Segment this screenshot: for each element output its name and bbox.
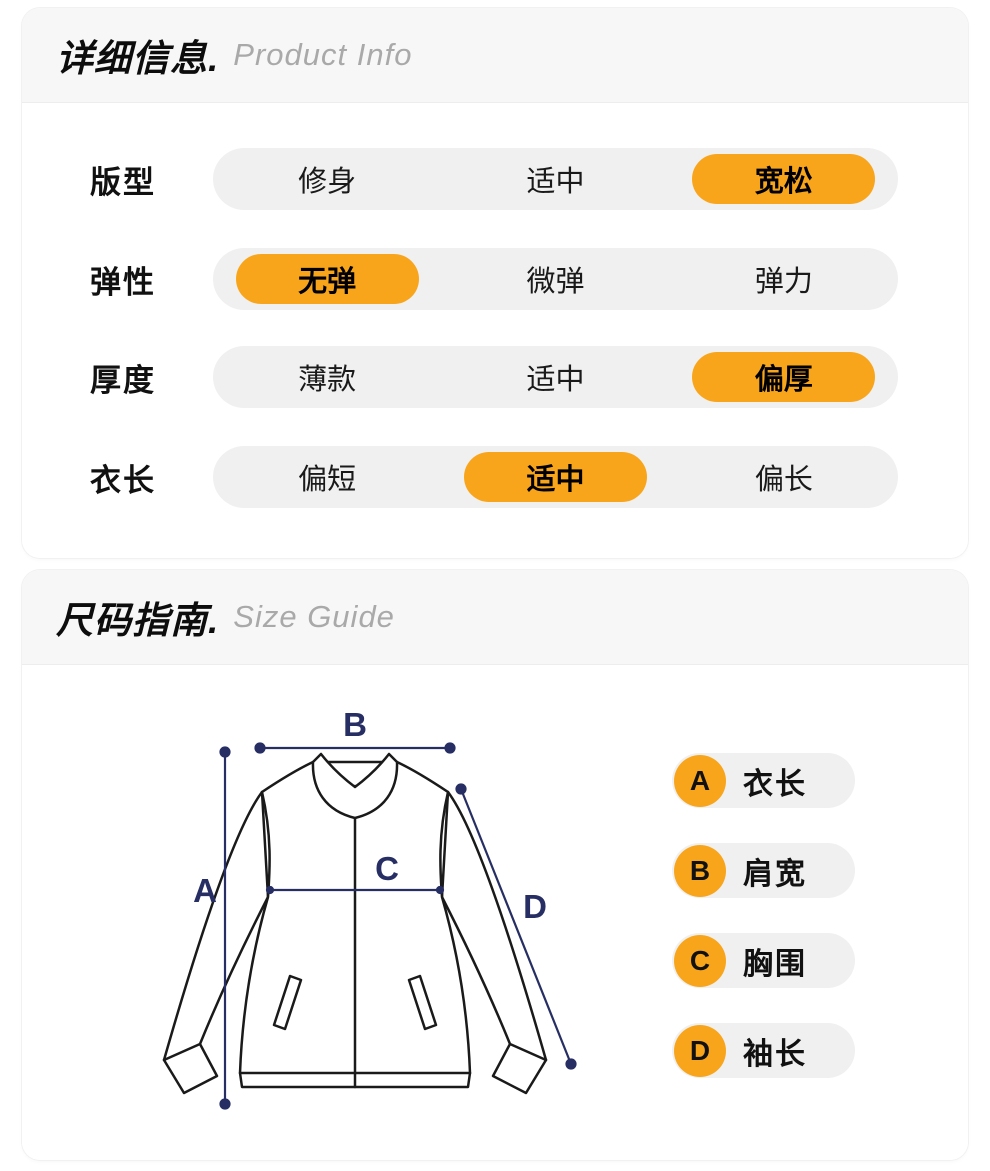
legend-item-c: C 胸围 — [672, 933, 855, 988]
measurement-letters: A B C D — [193, 706, 547, 925]
option: 修身 — [298, 166, 357, 198]
option-selected: 偏厚 — [670, 346, 898, 408]
option-selected: 宽松 — [670, 148, 898, 210]
attribute-row-3: 厚度 薄款 适中 偏厚 — [22, 346, 968, 408]
attribute-label: 弹性 — [90, 264, 156, 300]
jacket-measurement-diagram: A B C D — [150, 690, 620, 1110]
option: 适中 — [526, 166, 585, 198]
measurement-lines — [219, 742, 577, 1110]
product-info-card: 详细信息. Product Info 版型 修身 适中 宽松 弹性 无弹 微弹 弹力 厚度 薄款适… — [22, 8, 968, 558]
measure-label-b: B — [343, 706, 367, 743]
legend-key-badge: A — [674, 754, 726, 807]
attribute-label: 版型 — [90, 164, 156, 200]
legend-label: 衣长 — [743, 767, 807, 801]
option: 偏短 — [298, 464, 357, 496]
option-selected: 适中 — [441, 446, 669, 508]
option: 微弹 — [526, 266, 585, 298]
product-info-title-zh: 详细信息. — [56, 38, 220, 79]
legend-label: 肩宽 — [743, 857, 807, 891]
attribute-options-track: 修身 适中 宽松 — [213, 148, 898, 210]
option: 弹力 — [754, 266, 813, 298]
measure-label-c: C — [375, 850, 399, 887]
size-guide-card: 尺码指南. Size Guide — [22, 570, 968, 1160]
attribute-rows: 版型 修身 适中 宽松 弹性 无弹 微弹 弹力 厚度 薄款 适中 偏厚 衣长 偏短 适中 偏长 — [22, 103, 968, 558]
size-guide-title-en: Size Guide — [233, 599, 395, 634]
attribute-row-2: 弹性 无弹 微弹 弹力 — [22, 248, 968, 310]
attribute-row-4: 衣长 偏短 适中 偏长 — [22, 446, 968, 508]
option-selected: 无弹 — [213, 248, 441, 310]
attribute-row-1: 版型 修身 适中 宽松 — [22, 148, 968, 210]
attribute-options-track: 偏短 适中 偏长 — [213, 446, 898, 508]
product-info-title-en: Product Info — [233, 37, 413, 72]
jacket-outline — [162, 752, 548, 1095]
jacket-diagram-svg: A B C D — [162, 706, 577, 1110]
product-info-header: 详细信息. Product Info — [22, 8, 968, 103]
legend-label: 袖长 — [743, 1037, 807, 1071]
legend-key-badge: B — [674, 844, 726, 897]
option: 薄款 — [298, 364, 357, 396]
size-guide-title-zh: 尺码指南. — [56, 600, 220, 641]
attribute-options-track: 无弹 微弹 弹力 — [213, 248, 898, 310]
option: 适中 — [526, 364, 585, 396]
attribute-label: 厚度 — [90, 362, 156, 398]
size-guide-body: A B C D A 衣长 B 肩宽 C 胸围 D 袖长 — [22, 665, 968, 1160]
legend-label: 胸围 — [743, 947, 807, 981]
legend-item-d: D 袖长 — [672, 1023, 855, 1078]
option: 偏长 — [754, 464, 813, 496]
legend-item-a: A 衣长 — [672, 753, 855, 808]
attribute-label: 衣长 — [90, 462, 156, 498]
size-guide-header: 尺码指南. Size Guide — [22, 570, 968, 665]
measure-label-d: D — [523, 888, 547, 925]
legend-key-badge: C — [674, 934, 726, 987]
measure-label-a: A — [193, 872, 217, 909]
legend-key-badge: D — [674, 1024, 726, 1077]
attribute-options-track: 薄款 适中 偏厚 — [213, 346, 898, 408]
legend-item-b: B 肩宽 — [672, 843, 855, 898]
